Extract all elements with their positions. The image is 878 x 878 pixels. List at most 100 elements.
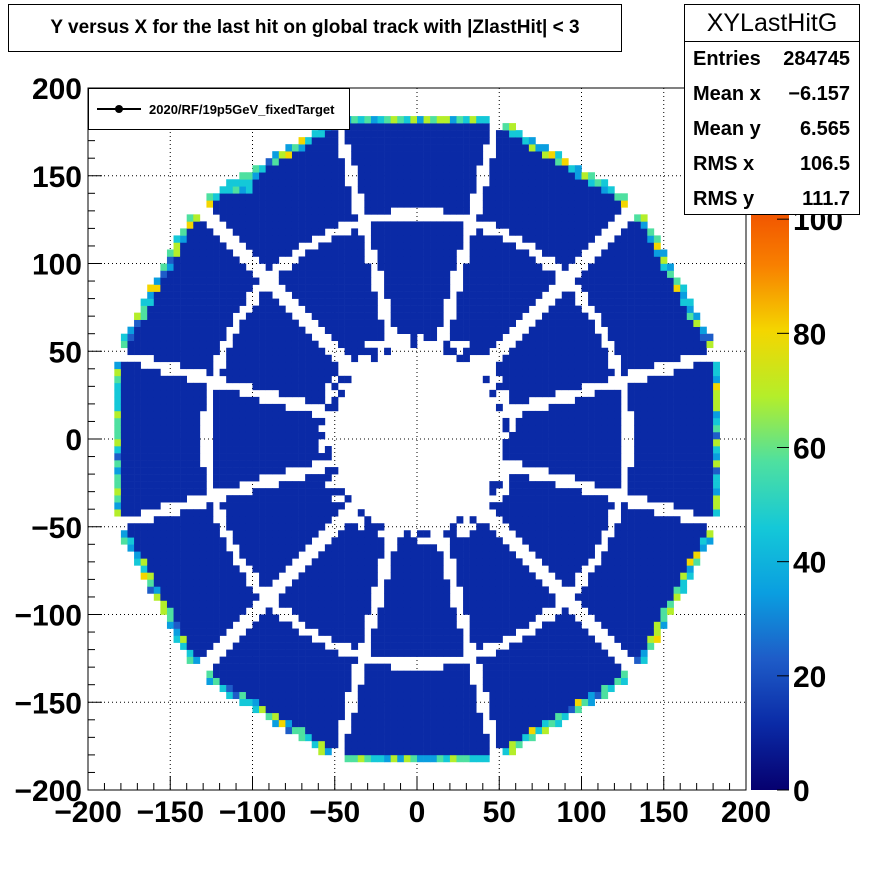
heatmap-bin (535, 242, 543, 250)
heatmap-bin (601, 193, 609, 201)
heatmap-bin (620, 516, 628, 524)
heatmap-bin (574, 221, 582, 229)
heatmap-bin (555, 621, 563, 629)
heatmap-bin (239, 530, 247, 538)
heatmap-bin (351, 235, 359, 243)
heatmap-bin (482, 747, 490, 756)
heatmap-bin (561, 670, 569, 678)
heatmap-bin (239, 572, 247, 580)
heatmap-bin (495, 235, 503, 243)
heatmap-bin (173, 614, 181, 622)
heatmap-bin (403, 123, 411, 131)
heatmap-bin (417, 291, 424, 299)
heatmap-bin (449, 663, 457, 671)
heatmap-bin (528, 165, 536, 173)
heatmap-bin (627, 551, 635, 559)
heatmap-bin (502, 200, 510, 208)
heatmap-bin (259, 221, 266, 229)
heatmap-bin (114, 424, 122, 433)
heatmap-bin (193, 382, 201, 391)
heatmap-bin (259, 326, 266, 334)
heatmap-bin (134, 410, 141, 419)
heatmap-bin (568, 663, 576, 671)
heatmap-bin (430, 200, 438, 208)
heatmap-bin (495, 740, 503, 749)
heatmap-bin (640, 396, 648, 405)
heatmap-bin (515, 298, 523, 306)
heatmap-bin (482, 635, 490, 643)
heatmap-bin (357, 242, 365, 250)
heatmap-bin (502, 361, 510, 370)
heatmap-bin (403, 558, 411, 566)
heatmap-bin (180, 621, 187, 629)
heatmap-bin (331, 579, 339, 587)
heatmap-bin (620, 607, 628, 615)
heatmap-bin (555, 368, 563, 377)
heatmap-bin (515, 228, 523, 236)
heatmap-bin (436, 621, 444, 629)
heatmap-bin (160, 382, 168, 391)
heatmap-bin (489, 656, 497, 664)
heatmap-bin (213, 200, 220, 208)
heatmap-bin (305, 439, 313, 447)
heatmap-bin (489, 312, 497, 320)
heatmap-bin (213, 249, 220, 257)
heatmap-bin (186, 628, 194, 636)
heatmap-bin (456, 677, 464, 685)
heatmap-bin (627, 403, 635, 412)
heatmap-bin (160, 481, 168, 489)
heatmap-bin (660, 291, 668, 299)
heatmap-bin (647, 319, 655, 327)
heatmap-bin (311, 649, 319, 657)
heatmap-bin (620, 572, 628, 580)
heatmap-bin (278, 151, 286, 159)
heatmap-bin (627, 607, 635, 615)
heatmap-bin (318, 396, 326, 405)
heatmap-bin (147, 467, 155, 475)
heatmap-bin (522, 474, 530, 482)
heatmap-bin (403, 551, 411, 559)
heatmap-bin (410, 221, 418, 229)
heatmap-bin (443, 621, 451, 629)
heatmap-bin (561, 326, 569, 334)
heatmap-bin (272, 656, 280, 664)
heatmap-bin (134, 460, 141, 468)
heatmap-bin (173, 417, 181, 426)
heatmap-bin (449, 719, 457, 728)
heatmap-bin (417, 635, 424, 643)
heatmap-bin (588, 698, 595, 707)
heatmap-bin (463, 677, 470, 685)
heatmap-bin (542, 691, 549, 700)
heatmap-bin (252, 656, 260, 664)
heatmap-bin (463, 551, 470, 559)
heatmap-bin (127, 382, 135, 391)
heatmap-bin (594, 691, 602, 700)
heatmap-bin (436, 698, 444, 707)
heatmap-bin (265, 523, 273, 531)
heatmap-bin (226, 249, 234, 257)
heatmap-bin (186, 263, 194, 271)
heatmap-bin (232, 446, 240, 454)
heatmap-bin (259, 460, 266, 468)
heatmap-bin (173, 544, 181, 552)
heatmap-bin (344, 249, 352, 257)
heatmap-bin (482, 565, 490, 573)
heatmap-bin (357, 509, 365, 517)
heatmap-bin (640, 607, 648, 615)
heatmap-bin (180, 572, 187, 580)
heatmap-bin (199, 649, 207, 657)
heatmap-bin (278, 361, 286, 370)
heatmap-bin (377, 712, 385, 721)
heatmap-bin (193, 305, 201, 313)
heatmap-bin (568, 291, 576, 299)
heatmap-bin (285, 677, 293, 685)
heatmap-bin (574, 621, 582, 629)
heatmap-bin (614, 600, 622, 608)
heatmap-bin (291, 642, 299, 650)
heatmap-bin (607, 249, 615, 257)
heatmap-bin (430, 600, 438, 608)
heatmap-bin (542, 502, 549, 510)
heatmap-bin (482, 754, 490, 763)
heatmap-bin (423, 186, 431, 194)
heatmap-bin (509, 747, 516, 756)
